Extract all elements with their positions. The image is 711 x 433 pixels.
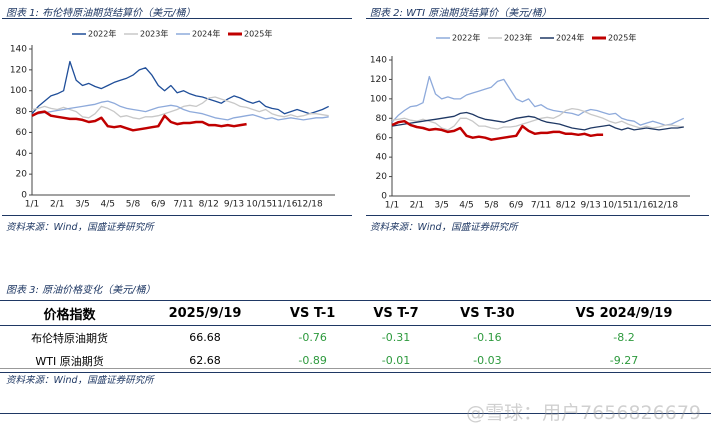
x-tick-label: 11/16 [627, 201, 653, 211]
y-tick-label: 120 [370, 75, 387, 85]
legend-label: 2024年 [192, 29, 220, 39]
cell: -0.89 [270, 349, 355, 373]
x-tick-label: 9/13 [581, 201, 601, 211]
x-tick-label: 2/1 [410, 201, 424, 211]
x-tick-label: 7/11 [531, 201, 551, 211]
line [391, 119, 604, 141]
x-tick-label: 10/15 [246, 200, 272, 210]
x-tick-label: 3/5 [75, 200, 89, 210]
charts: 0 20 40 60 80 100 120 140 1/1 2/1 3/5 4/5 5/8 6/9 7/11… [10, 29, 690, 211]
row: 布伦特原油期货 66.68 -0.76 -0.31 -0.16 -8.2 [0, 326, 711, 350]
table-title: 图表 3: 原油价格变化（美元/桶） [6, 285, 156, 296]
y-tick-label: 80 [16, 107, 28, 117]
legend-label: 2023年 [140, 29, 168, 39]
y-tick-label: 80 [376, 114, 388, 124]
rule [2, 18, 352, 19]
x-tick-label: 7/11 [173, 200, 193, 210]
y-tick-label: 40 [376, 153, 388, 163]
cell: -0.01 [354, 349, 438, 373]
cell: 66.68 [189, 331, 221, 344]
x-tick-label: 11/16 [272, 200, 298, 210]
rule [2, 215, 352, 216]
cell: -8.2 [613, 331, 635, 344]
legend-label: 2023年 [504, 33, 532, 43]
source: 资料来源：Wind，国盛证券研究所 [370, 222, 518, 233]
x-tick-label: 2/1 [50, 200, 64, 210]
cell: -0.31 [381, 331, 411, 344]
x-tick-label: 4/5 [459, 201, 473, 211]
y-tick-label: 60 [16, 128, 28, 138]
source: 资料来源：Wind，国盛证券研究所 [6, 375, 154, 386]
cell: 布伦特原油期货 [31, 331, 109, 345]
y-tick-label: 20 [16, 170, 28, 180]
x-tick-label: 1/1 [385, 201, 399, 211]
x-tick-label: 5/8 [126, 200, 141, 210]
legend-label: 2025年 [608, 33, 636, 43]
cell: -9.27 [537, 349, 711, 373]
cell: -0.76 [298, 331, 327, 344]
x-tick-label: 5/8 [484, 201, 499, 211]
header-cell: VS T-30 [437, 300, 538, 326]
line [391, 111, 684, 131]
legend-label: 2024年 [556, 33, 584, 43]
x-tick-label: 6/9 [151, 200, 166, 210]
x-tick-label: 8/12 [199, 200, 219, 210]
line [31, 110, 247, 132]
rule [366, 18, 709, 19]
rule [0, 368, 711, 369]
y-tick-label: 100 [10, 86, 27, 96]
y-tick-label: 20 [376, 172, 388, 182]
cell: WTI 原油期货 [0, 349, 140, 373]
y-tick-label: 0 [381, 192, 387, 202]
y-tick-label: 40 [16, 149, 28, 159]
y-tick-label: 140 [10, 45, 27, 55]
legend-label: 2022年 [88, 29, 116, 39]
header-cell: VS T-7 [354, 300, 438, 326]
row: WTI 原油期货 62.68 -0.89 -0.01 -0.03 -9.27 [0, 349, 711, 373]
x-tick-label: 10/15 [603, 201, 629, 211]
x-tick-label: 4/5 [101, 200, 115, 210]
cell: -0.03 [437, 349, 538, 373]
header-cell: 价格指数 [0, 300, 140, 326]
cell: -0.16 [473, 331, 502, 344]
line [391, 75, 685, 126]
header-cell: VS 2024/9/19 [537, 300, 711, 326]
table: 价格指数 2025/9/19 VS T-1 VS T-7 VS T-30 VS 2024/… [0, 300, 711, 373]
legend-label: 2025年 [244, 29, 272, 39]
x-tick-label: 8/12 [556, 201, 576, 211]
header-row: 价格指数 2025/9/19 VS T-1 VS T-7 VS T-30 VS 2024/… [0, 300, 711, 326]
y-tick-label: 140 [370, 56, 387, 66]
watermark: @雪球：用户7656826679 [466, 402, 701, 424]
x-tick-label: 12/18 [297, 200, 323, 210]
line [31, 100, 329, 121]
header-cell: VS T-1 [270, 300, 355, 326]
rule [366, 215, 709, 216]
x-tick-label: 3/5 [434, 201, 448, 211]
header-cell: 2025/9/19 [139, 300, 271, 326]
source: 资料来源：Wind，国盛证券研究所 [6, 222, 154, 233]
y-tick-label: 100 [370, 94, 387, 104]
y-tick-label: 60 [376, 133, 388, 143]
y-tick-label: 0 [21, 191, 27, 201]
cell: 62.68 [139, 349, 271, 373]
rule [0, 413, 711, 414]
chart-title: 图表 2: WTI 原油期货结算价（美元/桶） [370, 8, 552, 19]
x-tick-label: 6/9 [509, 201, 524, 211]
line [31, 60, 329, 115]
x-tick-label: 12/18 [652, 201, 678, 211]
x-tick-label: 1/1 [25, 200, 39, 210]
legend-label: 2022年 [452, 33, 480, 43]
x-tick-label: 9/13 [224, 200, 244, 210]
chart-title: 图表 1: 布伦特原油期货结算价（美元/桶） [6, 8, 196, 19]
y-tick-label: 120 [10, 65, 27, 75]
